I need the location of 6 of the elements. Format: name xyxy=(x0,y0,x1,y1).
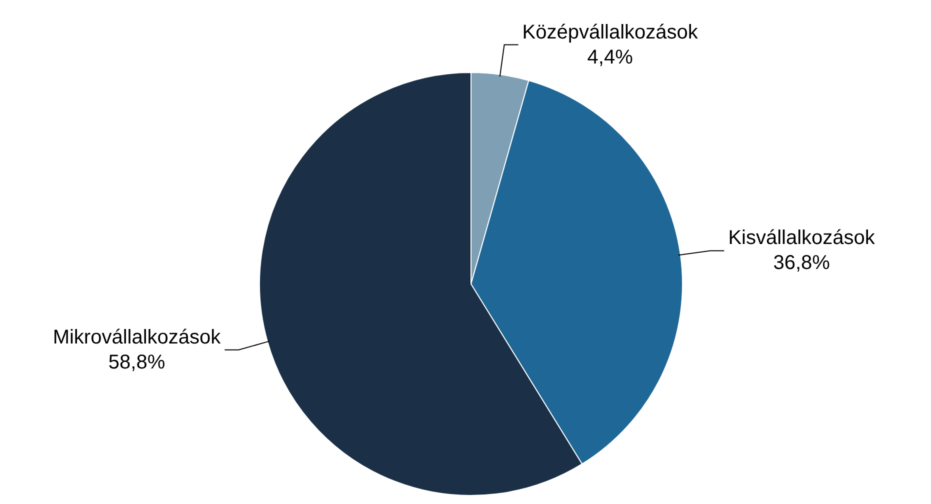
slice-label: Kisvállalkozások xyxy=(728,227,876,250)
slice-label: Középvállalkozások xyxy=(522,21,699,44)
data-label: 58,8% xyxy=(108,351,166,374)
data-label: 4,4% xyxy=(587,46,634,68)
data-label: 36,8% xyxy=(773,252,830,274)
slice-label: Mikrovállalkozások xyxy=(52,326,222,348)
